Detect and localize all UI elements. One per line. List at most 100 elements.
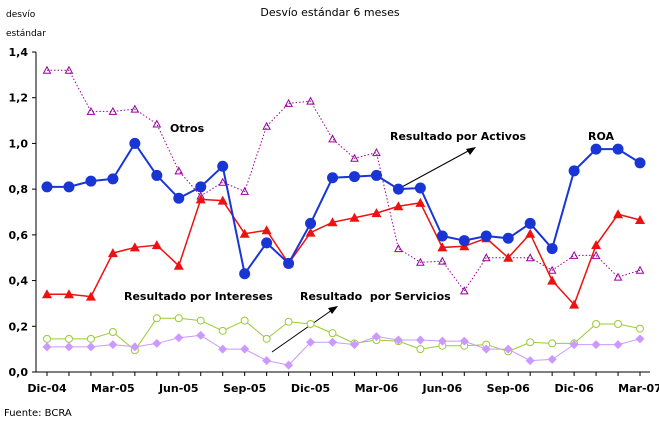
point <box>64 65 74 74</box>
point <box>64 342 74 352</box>
point <box>569 250 579 259</box>
point <box>283 257 295 269</box>
x-tick-label: Dic-06 <box>554 382 594 395</box>
chart-title: Desvío estándar 6 meses <box>260 6 400 19</box>
point <box>328 337 338 347</box>
point <box>459 286 469 295</box>
point <box>284 317 293 326</box>
y-axis-label: estándar <box>6 29 46 39</box>
series-line <box>47 198 641 306</box>
point <box>525 356 535 366</box>
arrow <box>399 149 471 189</box>
point <box>240 316 249 325</box>
point <box>85 175 97 187</box>
point <box>635 334 645 344</box>
point <box>240 186 250 195</box>
point <box>151 169 163 181</box>
point <box>130 342 140 352</box>
series-label: Resultado por Servicios <box>300 290 451 303</box>
x-tick-label: Dic-04 <box>27 382 67 395</box>
series-label: ROA <box>588 130 615 143</box>
point <box>86 342 96 352</box>
y-tick-label: 0,2 <box>9 320 29 333</box>
point <box>613 340 623 350</box>
point <box>262 356 272 366</box>
point <box>63 289 74 299</box>
y-tick-label: 1,0 <box>9 137 29 150</box>
point <box>635 215 645 224</box>
point <box>43 334 51 343</box>
point <box>349 212 360 222</box>
y-tick-label: 0,8 <box>9 183 29 196</box>
point <box>108 340 118 350</box>
x-tick-label: Jun-05 <box>158 382 199 395</box>
point <box>548 339 557 348</box>
point <box>240 344 250 354</box>
point <box>239 268 251 280</box>
point <box>284 360 294 370</box>
point <box>173 260 184 270</box>
point <box>85 291 96 301</box>
x-tick-label: Sep-05 <box>223 382 266 395</box>
series-line <box>47 334 641 366</box>
point <box>547 265 557 274</box>
point <box>547 354 557 364</box>
point <box>547 275 558 285</box>
point <box>196 316 205 325</box>
point <box>393 201 404 211</box>
x-tick-label: Mar-05 <box>91 382 135 395</box>
point <box>152 314 161 323</box>
point <box>502 232 514 244</box>
point <box>525 228 536 238</box>
point <box>217 195 228 205</box>
point <box>348 171 360 183</box>
point <box>459 336 469 346</box>
point <box>591 240 602 250</box>
series-label: Resultado por Intereses <box>124 290 273 303</box>
point <box>174 333 184 343</box>
point <box>306 96 315 105</box>
point <box>371 208 382 218</box>
point <box>569 299 580 309</box>
point <box>415 335 425 345</box>
x-tick-label: Mar-06 <box>355 382 399 395</box>
point <box>328 134 337 143</box>
point <box>196 330 206 340</box>
point <box>525 253 535 262</box>
point <box>635 265 645 274</box>
y-tick-label: 0,0 <box>9 366 29 379</box>
series-line <box>47 141 641 277</box>
point <box>592 320 601 328</box>
point <box>174 314 183 323</box>
point <box>107 248 118 258</box>
source: Fuente: BCRA <box>4 408 72 419</box>
point <box>436 230 448 242</box>
point <box>350 153 359 162</box>
point <box>437 336 447 346</box>
series-label: Resultado por Activos <box>390 130 526 143</box>
point <box>195 194 206 204</box>
point <box>41 181 53 193</box>
point <box>415 197 426 207</box>
point <box>152 338 162 348</box>
point <box>327 217 338 227</box>
point <box>590 143 602 155</box>
x-tick-label: Sep-06 <box>487 382 530 395</box>
point <box>239 228 250 238</box>
x-tick-label: Dic-05 <box>291 382 330 395</box>
point <box>614 320 623 328</box>
point <box>130 104 140 113</box>
point <box>306 337 316 347</box>
point <box>262 334 271 343</box>
x-tick-label: Mar-07 <box>618 382 659 395</box>
point <box>174 166 184 175</box>
arrow <box>271 309 333 353</box>
point <box>63 181 75 193</box>
point <box>416 257 425 266</box>
point <box>349 340 359 350</box>
point <box>613 209 624 219</box>
point <box>372 148 381 157</box>
point <box>394 244 403 253</box>
point <box>370 169 382 181</box>
